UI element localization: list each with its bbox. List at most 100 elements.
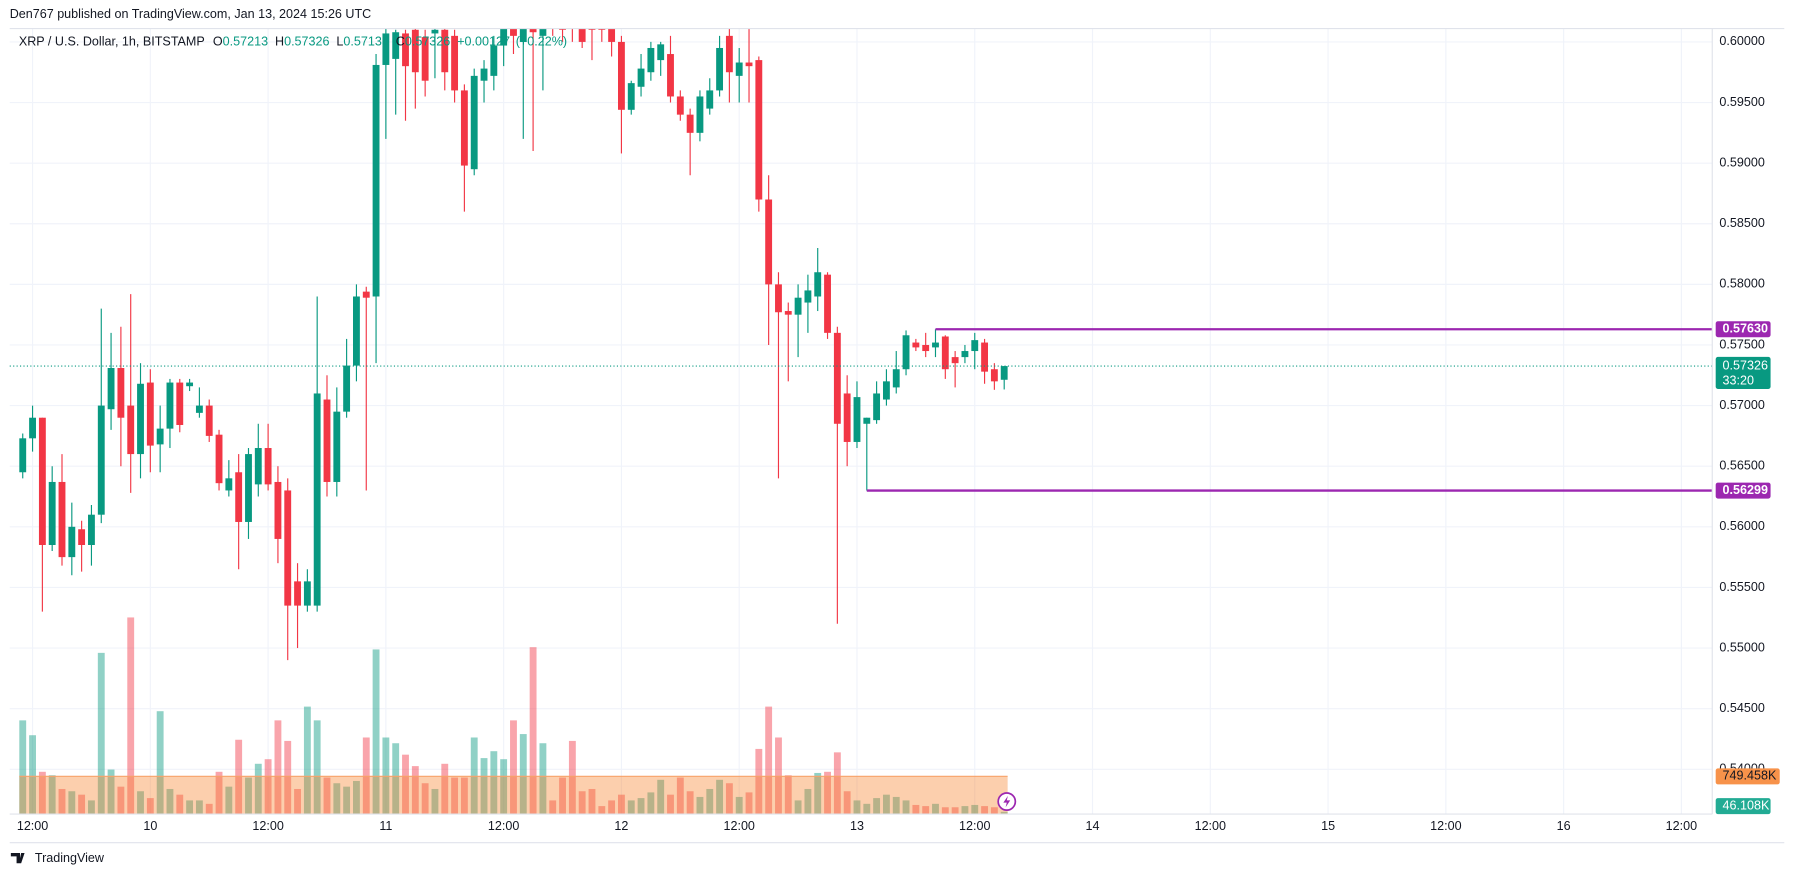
candle-body [323,399,331,482]
volume-bar [902,800,910,815]
volume-bar [156,711,164,815]
volume-bar [539,743,547,815]
candle-body [539,28,547,36]
volume-bar [333,783,341,815]
ohlc-key: H [275,35,284,49]
candle-body [755,60,763,200]
candle-body [716,47,724,91]
volume-bar [853,800,861,815]
candle-body [500,28,508,46]
horizontal-line-label: 0.57630 [1723,322,1768,336]
y-tick-label: 0.58500 [1719,216,1764,230]
candle-body [990,369,998,382]
candle-body [353,296,360,366]
candle-body [19,438,27,473]
candle-body [510,28,517,36]
candle-body [725,35,733,73]
candle-body [873,393,881,421]
candle-body [804,290,812,303]
lightning-icon[interactable] [997,792,1017,811]
x-tick-label: 16 [1557,819,1571,833]
volume-bar [431,788,439,815]
volume-bar [254,763,262,815]
y-tick-label: 0.55000 [1719,640,1764,654]
x-tick-label: 13 [850,819,864,833]
candle-body [676,96,684,115]
icon-bolt[interactable] [1003,795,1011,808]
volume-ma-label: 749.458K [1723,769,1777,783]
candle-body [186,382,194,387]
volume-bar [784,775,792,815]
volume-bar [176,794,184,815]
volume-bar [637,798,645,815]
y-tick-label: 0.59500 [1719,95,1764,109]
volume-bar [676,777,684,815]
volume-bar [205,803,213,815]
candle-body [529,28,537,33]
volume-bar [195,800,203,815]
volume-bar [411,766,419,815]
ohlc-key: L [336,35,343,49]
x-tick-label: 11 [379,819,392,833]
x-tick-label: 12:00 [1430,819,1461,833]
candle-body [667,54,674,97]
candle-body [784,311,792,315]
volume-bar [568,740,576,815]
volume-bar [372,649,380,815]
volume-bar [804,788,812,815]
candle-body [882,381,890,400]
y-tick-label: 0.56000 [1719,519,1764,533]
volume-bar [941,807,949,815]
volume-bar [745,792,753,815]
volume-bar [294,788,301,815]
volume-bar [38,771,46,815]
candle-body [38,417,46,545]
candle-body [657,44,665,61]
volume-bar [686,791,694,815]
logo-mark [10,852,25,864]
candle-body [627,83,635,110]
volume-bar [598,806,606,815]
volume-bar [186,800,194,815]
candle-body [382,33,390,65]
candle-body [117,368,125,418]
candle-body [146,382,154,446]
candle-body [215,434,223,484]
last-volume-badge [1715,798,1771,815]
volume-ma-badge [1715,768,1780,785]
volume-bar [137,791,144,815]
volume-bar [912,804,920,815]
y-tick-label: 0.59000 [1719,155,1764,169]
last-volume-label: 46.108K [1723,798,1770,812]
y-tick-label: 0.55500 [1719,580,1764,594]
volume-bar [303,706,311,815]
volume-bar [127,617,135,815]
candle-body [853,397,861,442]
candle-body [843,393,851,442]
candle-body [166,382,174,429]
volume-bar [392,743,400,815]
candle-body [460,90,468,166]
candle-body [313,393,321,606]
candle-body [205,405,213,436]
volume-bar [29,735,36,815]
volume-bar [480,758,488,815]
candle-body [176,382,184,425]
volume-bar [971,804,979,815]
candle-body [863,417,871,424]
ohlc-value: 0.57326 [405,35,450,49]
candle-body [608,28,616,42]
candle-body [892,369,900,388]
ohlc-key: O [213,35,223,49]
footer-logo: TradingView [10,851,105,865]
volume-bar [696,796,704,815]
volume-bar [529,647,537,815]
x-tick-label: 14 [1086,819,1100,833]
x-tick-label: 10 [143,819,157,833]
candle-body [706,90,714,109]
candle-body [441,29,449,73]
volume-bar [892,796,900,815]
volume-bar [353,780,360,815]
